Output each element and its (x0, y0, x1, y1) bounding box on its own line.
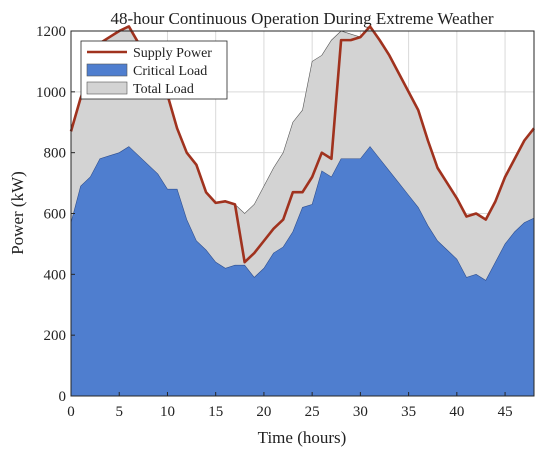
x-tick-label: 0 (67, 404, 75, 420)
chart-title: 48-hour Continuous Operation During Extr… (110, 9, 493, 28)
x-tick-label: 35 (401, 404, 416, 420)
legend-label: Supply Power (133, 46, 212, 61)
x-tick-label: 25 (305, 404, 320, 420)
x-tick-label: 10 (160, 404, 175, 420)
legend-swatch-total-load (86, 81, 128, 95)
legend-swatch-critical-load (86, 63, 128, 77)
legend-label: Total Load (133, 82, 194, 97)
legend-label: Critical Load (133, 64, 207, 79)
x-tick-label: 45 (498, 404, 513, 420)
ticks: 0 5 10 15 20 25 30 35 40 45 0 200 400 600 800 1000 1200 (36, 24, 513, 420)
x-tick-label: 30 (353, 404, 368, 420)
x-tick-label: 20 (256, 404, 271, 420)
y-tick-label: 600 (44, 207, 67, 223)
y-tick-label: 800 (44, 146, 67, 162)
x-tick-label: 15 (208, 404, 223, 420)
x-axis-title: Time (hours) (258, 428, 347, 447)
area-layer (70, 25, 535, 397)
y-tick-label: 1200 (36, 24, 66, 40)
y-tick-label: 1000 (36, 85, 66, 101)
y-tick-label: 0 (59, 389, 67, 405)
y-tick-label: 400 (44, 267, 67, 283)
critical-load-area (70, 146, 535, 397)
y-axis-title: Power (kW) (8, 171, 27, 255)
x-tick-label: 40 (449, 404, 464, 420)
x-tick-label: 5 (115, 404, 123, 420)
legend: Supply Power Critical Load Total Load (80, 40, 228, 100)
y-tick-label: 200 (44, 328, 67, 344)
